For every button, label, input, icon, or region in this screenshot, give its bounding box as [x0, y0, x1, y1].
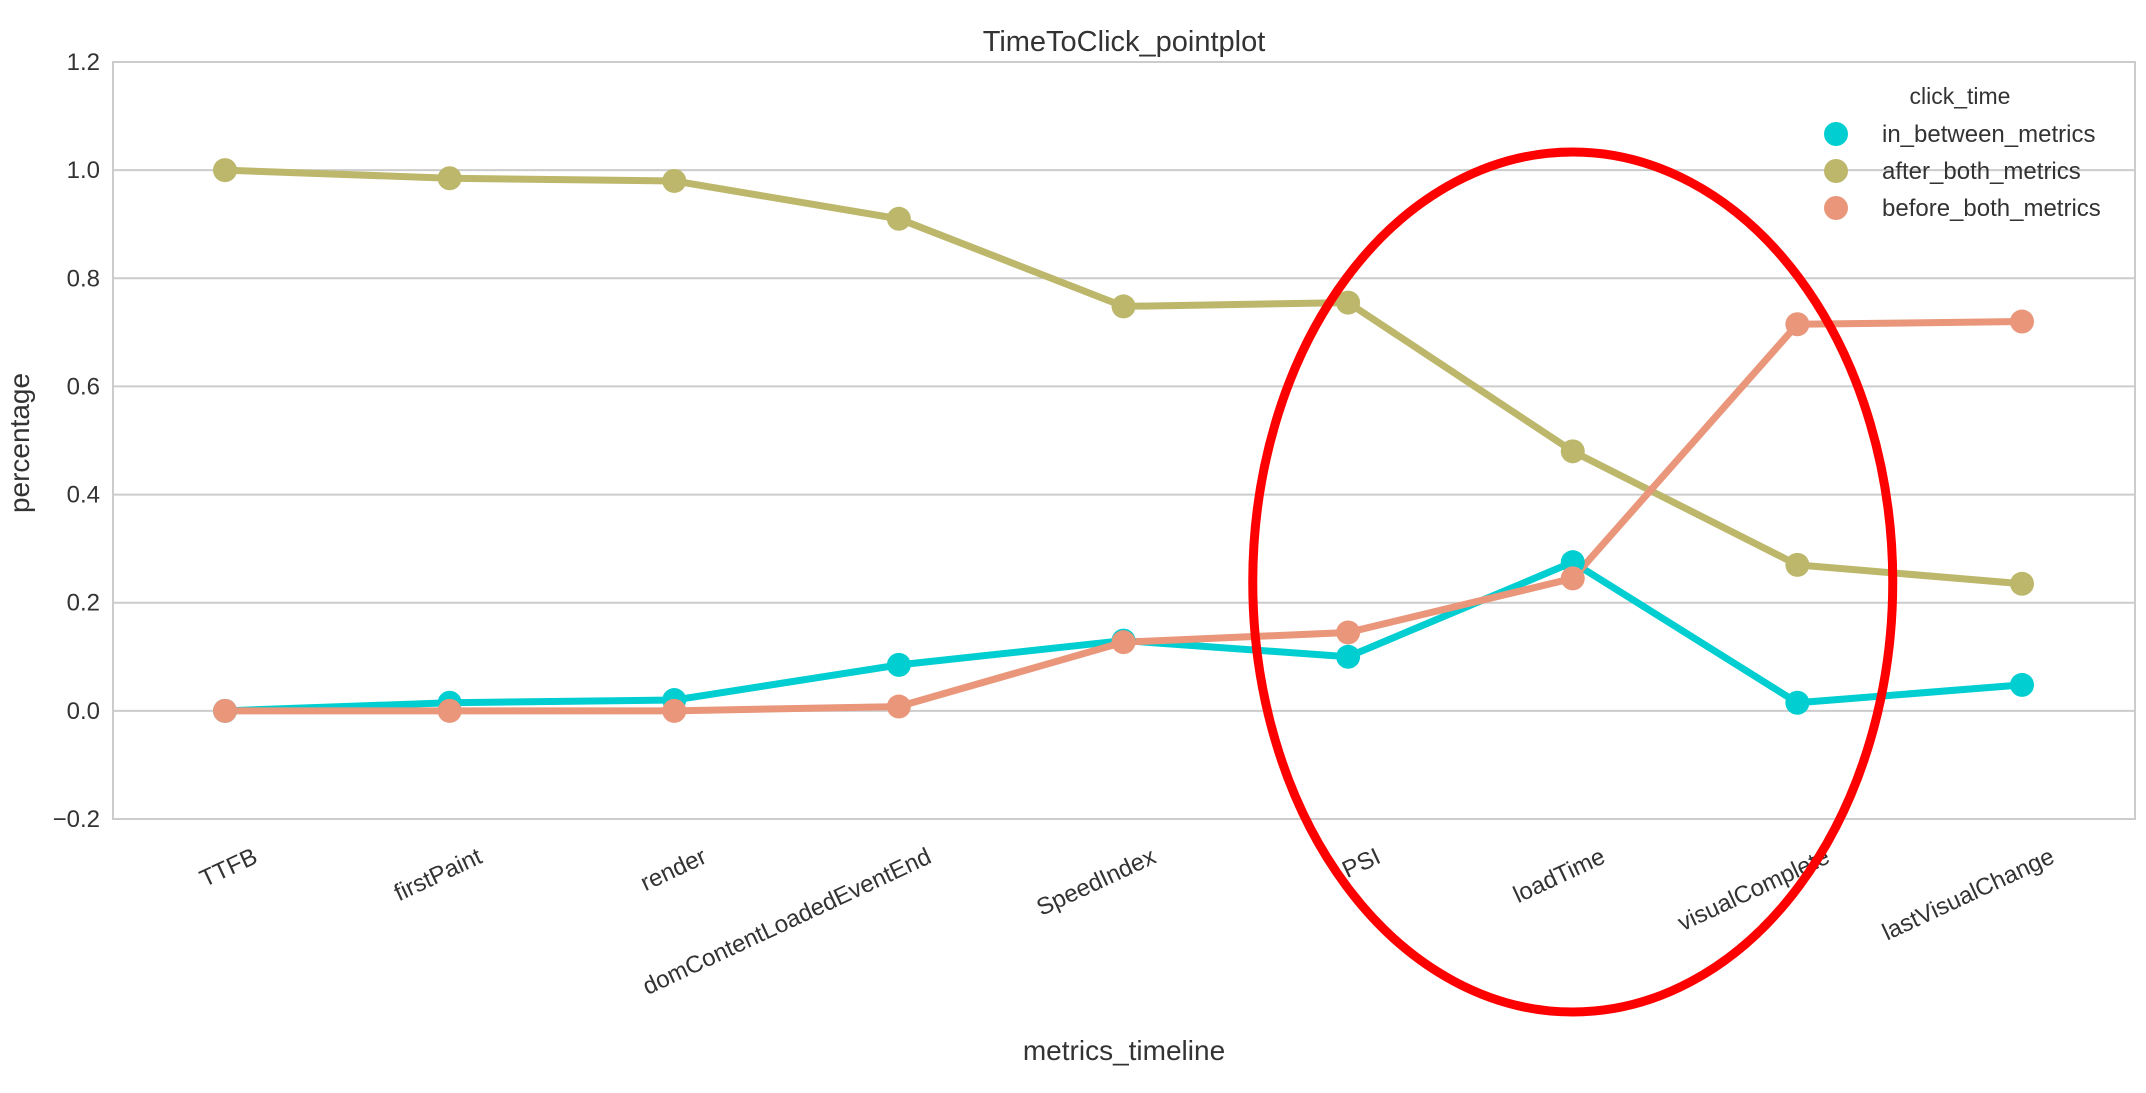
legend-marker-after-both-metrics	[1824, 159, 1848, 183]
highlight-ellipse	[1248, 147, 1898, 1017]
point-after-both-metrics-domcontentloadedeventend	[886, 206, 911, 231]
point-before-both-metrics-render	[662, 698, 687, 723]
legend-title: click_time	[1910, 83, 2011, 109]
point-before-both-metrics-speedindex	[1111, 630, 1136, 655]
point-before-both-metrics-domcontentloadedeventend	[886, 694, 911, 719]
point-before-both-metrics-visualcomplete	[1785, 312, 1810, 337]
y-tick-label: 1.0	[67, 157, 100, 184]
x-tick-label-firstpaint: firstPaint	[390, 843, 486, 907]
x-tick-label-render: render	[636, 843, 710, 897]
point-after-both-metrics-speedindex	[1111, 294, 1136, 319]
y-tick-label: −0.2	[53, 806, 100, 833]
y-tick-label: 1.2	[67, 49, 100, 76]
point-after-both-metrics-firstpaint	[437, 166, 462, 191]
x-tick-labels: TTFB firstPaint renderdomContentLoadedEven…	[196, 843, 2059, 1001]
point-in-between-metrics-psi	[1336, 644, 1361, 669]
y-tick-label: 0.2	[67, 590, 100, 617]
legend-label-after-both-metrics: after_both_metrics	[1882, 158, 2081, 185]
point-in-between-metrics-domcontentloadedeventend	[886, 652, 911, 677]
chart-title: TimeToClick_pointplot	[983, 26, 1266, 58]
y-tick-label: 0.6	[67, 373, 100, 400]
y-tick-label: 0.0	[67, 698, 100, 725]
point-before-both-metrics-ttfb	[213, 698, 237, 723]
point-before-both-metrics-loadtime	[1560, 566, 1585, 591]
legend: click_time in_between_metrics after_both_m…	[1824, 83, 2101, 222]
x-tick-label-ttfb: TTFB	[196, 843, 262, 893]
point-before-both-metrics-lastvisualchange	[2010, 309, 2034, 334]
point-before-both-metrics-firstpaint	[437, 698, 462, 723]
x-tick-label-lastvisualchange: lastVisualChange	[1878, 843, 2058, 946]
y-tick-label: 0.4	[67, 482, 100, 509]
legend-label-before-both-metrics: before_both_metrics	[1882, 195, 2101, 222]
y-axis-label: percentage	[4, 373, 35, 513]
annotation-layer	[1248, 147, 1898, 1017]
x-tick-label-speedindex: SpeedIndex	[1033, 843, 1161, 922]
legend-label-in-between-metrics: in_between_metrics	[1882, 121, 2095, 148]
point-in-between-metrics-visualcomplete	[1785, 690, 1810, 715]
legend-marker-in-between-metrics	[1824, 122, 1848, 146]
point-before-both-metrics-psi	[1336, 620, 1361, 645]
point-after-both-metrics-visualcomplete	[1785, 552, 1810, 577]
x-tick-label-visualcomplete: visualComplete	[1674, 843, 1834, 937]
y-tick-label: 0.8	[67, 265, 100, 292]
point-after-both-metrics-loadtime	[1560, 439, 1585, 464]
series-layer	[213, 158, 2034, 723]
x-tick-label-loadtime: loadTime	[1509, 843, 1609, 909]
x-axis-label: metrics_timeline	[1023, 1035, 1225, 1066]
y-tick-labels: −0.2 0.0 0.2 0.4 0.6 0.8 1.0 1.2	[53, 49, 100, 833]
point-after-both-metrics-lastvisualchange	[2010, 571, 2034, 596]
point-after-both-metrics-render	[662, 168, 687, 193]
point-in-between-metrics-lastvisualchange	[2010, 672, 2034, 697]
legend-marker-before-both-metrics	[1824, 196, 1848, 220]
point-after-both-metrics-ttfb	[213, 158, 237, 183]
point-after-both-metrics-psi	[1336, 290, 1361, 315]
